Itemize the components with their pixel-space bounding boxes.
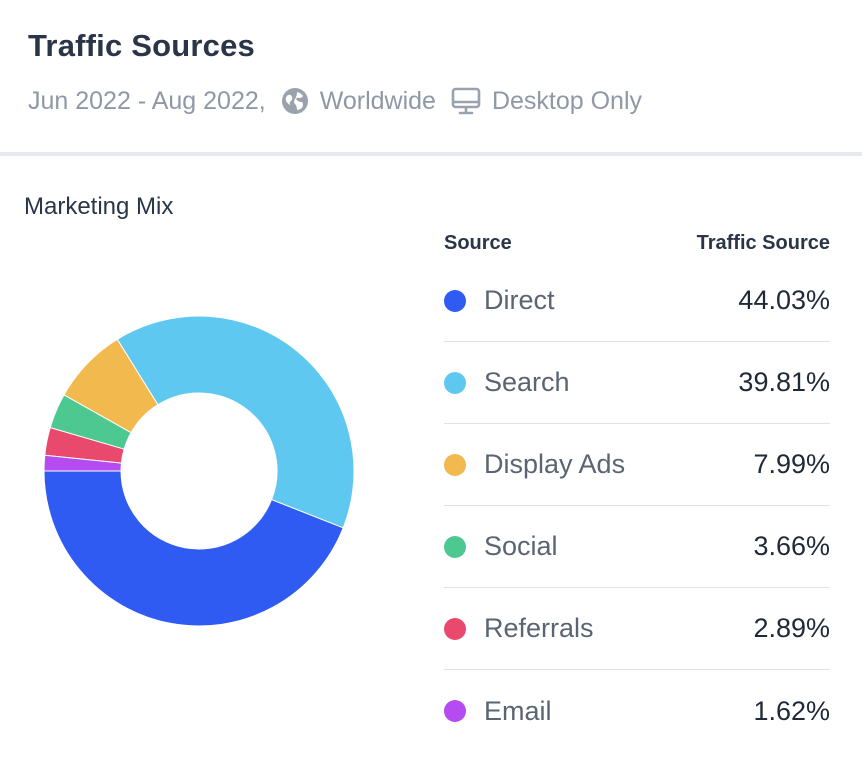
device-label: Desktop Only bbox=[491, 86, 643, 115]
legend-table: Source Traffic Source Direct 44.03% Sear… bbox=[444, 226, 830, 752]
col-source-header: Source bbox=[444, 231, 512, 254]
legend-dot-direct bbox=[444, 289, 466, 312]
legend-label: Display Ads bbox=[484, 449, 626, 479]
donut-slice-direct[interactable] bbox=[43, 470, 344, 627]
legend-value: 7.99% bbox=[753, 449, 830, 479]
legend-dot-email bbox=[444, 700, 466, 722]
legend-row-social[interactable]: Social 3.66% bbox=[444, 506, 830, 588]
legend-label: Social bbox=[484, 531, 558, 561]
legend-dot-search bbox=[444, 371, 466, 394]
region-label: Worldwide bbox=[319, 86, 436, 115]
donut-slice-email[interactable] bbox=[43, 454, 122, 472]
legend-header: Source Traffic Source bbox=[444, 226, 830, 260]
legend-dot-display-ads bbox=[444, 453, 466, 476]
legend-row-direct[interactable]: Direct 44.03% bbox=[444, 260, 830, 342]
donut-chart bbox=[43, 315, 355, 627]
legend-label: Direct bbox=[484, 285, 555, 315]
legend-row-referrals[interactable]: Referrals 2.89% bbox=[444, 588, 830, 670]
header: Traffic Sources Jun 2022 - Aug 2022, Wor… bbox=[0, 0, 862, 156]
legend-row-email[interactable]: Email 1.62% bbox=[444, 670, 830, 752]
legend-value: 1.62% bbox=[753, 695, 830, 726]
legend-label: Search bbox=[484, 367, 570, 397]
legend-row-display-ads[interactable]: Display Ads 7.99% bbox=[444, 424, 830, 506]
page-title: Traffic Sources bbox=[28, 28, 255, 63]
filter-summary: Jun 2022 - Aug 2022, Worldwide Desktop O… bbox=[28, 84, 642, 118]
legend-label: Email bbox=[484, 695, 552, 726]
legend-label: Referrals bbox=[484, 613, 594, 643]
legend-dot-referrals bbox=[444, 617, 466, 640]
legend-dot-social bbox=[444, 535, 466, 558]
header-divider bbox=[0, 152, 862, 156]
desktop-icon bbox=[450, 85, 482, 117]
legend-row-search[interactable]: Search 39.81% bbox=[444, 342, 830, 424]
date-range: Jun 2022 - Aug 2022, bbox=[28, 86, 266, 115]
donut-slice-search[interactable] bbox=[116, 315, 355, 529]
chart-title: Marketing Mix bbox=[24, 193, 174, 220]
legend-value: 3.66% bbox=[753, 531, 830, 561]
legend-value: 44.03% bbox=[738, 285, 830, 315]
globe-icon bbox=[280, 86, 310, 116]
legend-value: 39.81% bbox=[738, 367, 830, 397]
col-value-header: Traffic Source bbox=[696, 231, 830, 254]
legend-value: 2.89% bbox=[753, 613, 830, 643]
